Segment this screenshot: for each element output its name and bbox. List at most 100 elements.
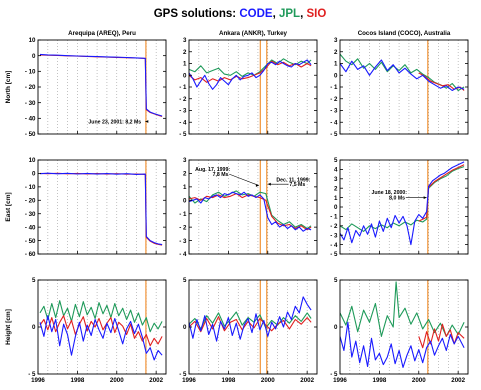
y-tick-label: 3 xyxy=(183,37,187,44)
y-tick-label: - 1 xyxy=(330,84,338,91)
x-tick-label: 1998 xyxy=(71,377,85,384)
y-tick-label: - 1 xyxy=(330,214,338,221)
y-tick-label: - 60 xyxy=(25,251,36,258)
annotation-3: 7,5 Ms xyxy=(289,182,305,188)
series-line-sio xyxy=(418,323,465,349)
y-tick-label: - 5 xyxy=(28,371,36,378)
y-tick-label: - 10 xyxy=(25,184,36,191)
series-line-sio xyxy=(418,72,465,91)
series-line-code xyxy=(340,59,465,92)
x-tick-label: 2002 xyxy=(149,377,163,384)
y-tick-label: 0 xyxy=(334,324,338,331)
annotation-arrowhead-1 xyxy=(423,196,427,199)
y-tick-label: 2 xyxy=(183,49,187,56)
panel-title-1: Ankara (ANKR), Turkey xyxy=(219,30,288,37)
y-tick-label: 0 xyxy=(183,197,187,204)
y-tick-label: - 40 xyxy=(25,116,36,123)
panel-frame xyxy=(188,159,318,255)
x-tick-label: 1998 xyxy=(222,377,236,384)
figure-title-sep-1: , xyxy=(273,8,279,20)
annotation-0: June 18, 2000: xyxy=(371,190,407,196)
annotation-arrowhead-0 xyxy=(145,120,149,123)
x-tick-label: 1996 xyxy=(31,377,45,384)
y-tick-label: - 40 xyxy=(25,224,36,231)
y-tick-label: 1 xyxy=(183,184,187,191)
x-tick-label: 2000 xyxy=(412,377,426,384)
panel-0-2: 3 2 1 0 - 1 - 2 - 3 - 4 - 5 xyxy=(330,37,469,138)
panel-1-2: 5 4 3 2 1 0 - 1 - 2 - 3 - 4 - 5 June 18, 2000:8,0 M… xyxy=(330,157,469,258)
y-tick-label: - 5 xyxy=(330,371,338,378)
x-tick-label: 1998 xyxy=(373,377,387,384)
y-tick-label: 5 xyxy=(334,277,338,284)
series-line-sio xyxy=(418,164,465,222)
y-tick-label: - 50 xyxy=(25,238,36,245)
annotation-arrow-1 xyxy=(229,173,260,186)
y-tick-label: - 4 xyxy=(179,251,187,258)
x-tick-label: 2000 xyxy=(261,377,275,384)
panel-grid: Arequipa (AREQ), Peru Ankara (ANKR), Turk… xyxy=(5,30,469,384)
panel-1-1: 3 2 1 0 - 1 - 2 - 3 - 4 Aug. 17, 1999:7,8 Ms Dec.… xyxy=(179,157,318,258)
series-line-sio xyxy=(39,54,163,118)
y-tick-label: 2 xyxy=(334,185,338,192)
y-tick-label: 0 xyxy=(32,324,36,331)
y-tick-label: 2 xyxy=(334,49,338,56)
series-line-jpl xyxy=(189,311,312,330)
y-tick-label: - 3 xyxy=(179,108,187,115)
y-tick-label: - 5 xyxy=(330,251,338,258)
y-tick-label: - 4 xyxy=(179,119,187,126)
panel-frame xyxy=(339,39,469,135)
series-line-code xyxy=(189,59,312,90)
series-line-sio xyxy=(189,316,312,333)
annotation-0: Aug. 17, 1999: xyxy=(195,167,230,173)
x-tick-label: 2002 xyxy=(451,377,465,384)
series-line-code xyxy=(39,315,163,361)
annotation-arrowhead-1 xyxy=(255,184,259,187)
y-tick-label: - 50 xyxy=(25,131,36,138)
y-tick-label: 10 xyxy=(29,37,36,44)
y-tick-label: - 5 xyxy=(330,131,338,138)
x-tick-label: 1996 xyxy=(182,377,196,384)
panel-1-0: 10 0 - 10 - 20 - 30 - 40 - 50 - 60 xyxy=(25,157,167,258)
y-tick-label: 0 xyxy=(334,72,338,79)
y-tick-label: 5 xyxy=(32,277,36,284)
x-tick-label: 1996 xyxy=(333,377,347,384)
figure-title-jpl: JPL xyxy=(279,8,300,20)
panel-frame xyxy=(188,39,318,135)
y-tick-label: - 2 xyxy=(179,96,187,103)
y-tick-label: - 3 xyxy=(179,238,187,245)
y-tick-label: 0 xyxy=(334,204,338,211)
figure-title-sio: SIO xyxy=(306,8,326,20)
y-tick-label: 0 xyxy=(183,72,187,79)
series-line-jpl xyxy=(340,281,465,337)
y-tick-label: 3 xyxy=(183,157,187,164)
y-tick-label: - 2 xyxy=(330,223,338,230)
annotation-1: 8,0 Ms xyxy=(389,195,405,201)
y-tick-label: 3 xyxy=(334,37,338,44)
y-tick-label: - 5 xyxy=(179,131,187,138)
y-tick-label: 2 xyxy=(183,171,187,178)
y-axis-label-0: North [cm] xyxy=(5,71,12,104)
y-tick-label: 5 xyxy=(183,277,187,284)
series-line-code xyxy=(189,296,312,342)
y-tick-label: 0 xyxy=(32,171,36,178)
y-tick-label: - 3 xyxy=(330,232,338,239)
x-tick-label: 2000 xyxy=(110,377,124,384)
y-tick-label: - 20 xyxy=(25,84,36,91)
series-line-code xyxy=(39,53,163,117)
y-tick-label: - 10 xyxy=(25,69,36,76)
series-line-sio xyxy=(189,60,312,83)
y-tick-label: - 2 xyxy=(330,96,338,103)
panel-0-1: 3 2 1 0 - 1 - 2 - 3 - 4 - 5 xyxy=(179,37,318,138)
y-tick-label: 3 xyxy=(334,176,338,183)
y-tick-label: 1 xyxy=(334,195,338,202)
y-tick-label: - 30 xyxy=(25,211,36,218)
series-line-code xyxy=(340,321,465,368)
series-line-sio xyxy=(39,315,163,347)
annotation-arrowhead-3 xyxy=(267,182,271,186)
y-axis-label-1: East [cm] xyxy=(5,192,12,221)
y-tick-label: 4 xyxy=(334,167,338,174)
annotation-1: 7,8 Ms xyxy=(213,172,229,178)
panel-frame xyxy=(37,159,167,255)
